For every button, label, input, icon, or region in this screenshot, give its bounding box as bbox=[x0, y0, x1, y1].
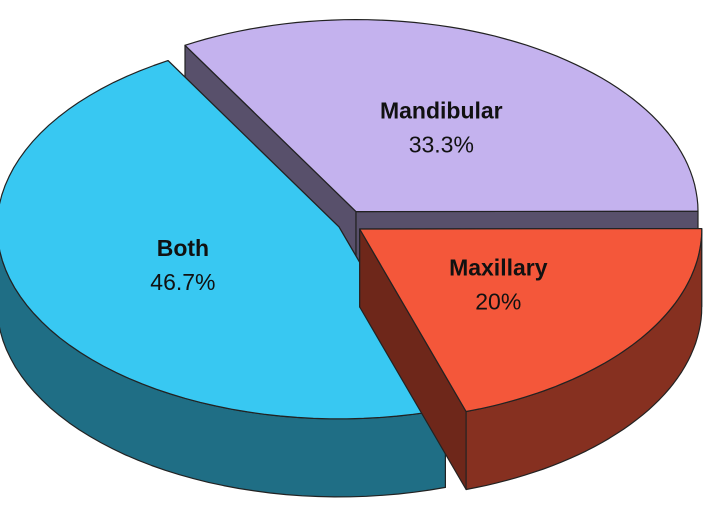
slice bbox=[0, 60, 446, 420]
slice-label: Both bbox=[157, 235, 209, 261]
slice-label: Mandibular bbox=[380, 97, 503, 123]
slice-value-label: 33.3% bbox=[409, 131, 474, 157]
slice bbox=[359, 228, 703, 413]
slice-value-label: 46.7% bbox=[150, 269, 215, 295]
slice bbox=[184, 19, 699, 213]
slice-value-label: 20% bbox=[475, 288, 521, 314]
slice-label: Maxillary bbox=[449, 254, 548, 280]
